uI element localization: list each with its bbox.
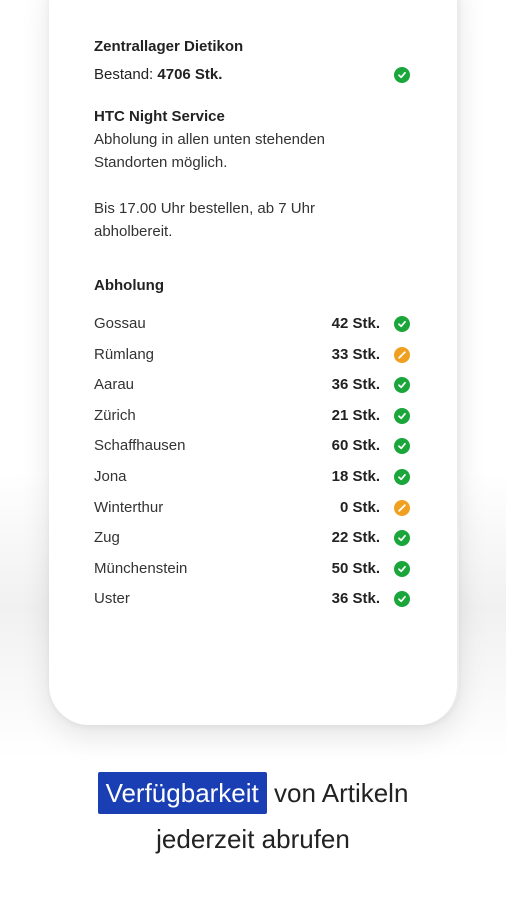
pickup-location-name: Rümlang xyxy=(94,345,155,363)
central-stock-title: Zentrallager Dietikon xyxy=(94,38,244,55)
pickup-location-name: Gossau xyxy=(94,315,146,332)
check-icon xyxy=(394,560,410,577)
pickup-location-count: 42 Stk. xyxy=(331,315,380,332)
pickup-location-name: Zug xyxy=(94,529,120,547)
pickup-location-count: 21 Stk. xyxy=(331,406,380,424)
promo-caption: Verfügbarkeit von Artikeln jederzeit abr… xyxy=(0,770,506,858)
caption-line-2: jederzeit abrufen xyxy=(156,824,350,854)
caption-line-1-rest: von Artikeln xyxy=(274,778,409,808)
pickup-location-count: 60 Stk. xyxy=(331,437,380,455)
check-icon xyxy=(394,67,410,83)
pickup-location-count: 22 Stk. xyxy=(331,529,380,547)
pickup-location-count: 33 Stk. xyxy=(331,345,380,363)
check-icon xyxy=(394,468,410,485)
check-icon xyxy=(394,316,410,332)
central-stock-line: Bestand: 4706 Stk. xyxy=(94,64,414,86)
check-icon xyxy=(394,377,410,394)
pickup-location-name: Winterthur xyxy=(94,498,164,516)
pickup-location-count: 50 Stk. xyxy=(331,559,380,577)
pickup-location-name: Jona xyxy=(94,467,127,485)
pickup-list: Gossau 42 Stk. Rümlang 33 Stk. Aarau 36 Stk. Z… xyxy=(94,313,414,619)
pickup-row: Zürich 21 Stk. xyxy=(94,405,414,436)
check-icon xyxy=(394,407,410,424)
check-icon xyxy=(394,591,410,608)
caption-line-1: Verfügbarkeit von Artikeln xyxy=(0,770,506,816)
caption-highlight: Verfügbarkeit xyxy=(97,772,267,814)
pickup-row: Gossau 42 Stk. xyxy=(94,313,414,344)
pickup-row: Jona 18 Stk. xyxy=(94,466,414,497)
pickup-location-count: 0 Stk. xyxy=(339,498,380,516)
warning-icon xyxy=(394,499,410,516)
night-service-text: Abholung in allen unten stehenden Stando… xyxy=(94,131,326,171)
pickup-location-name: Schaffhausen xyxy=(94,437,186,455)
central-stock-label: Bestand: xyxy=(94,66,154,83)
pickup-row: Rümlang 33 Stk. xyxy=(94,344,414,375)
pickup-row: Winterthur 0 Stk. xyxy=(94,497,414,528)
availability-card: Zentrallager Dietikon Bestand: 4706 Stk.… xyxy=(94,36,414,619)
pickup-row: Zug 22 Stk. xyxy=(94,527,414,558)
central-stock-quantity: 4706 Stk. xyxy=(157,66,223,83)
check-icon xyxy=(394,438,410,455)
night-service-hours: Bis 17.00 Uhr bestellen, ab 7 Uhr abholb… xyxy=(94,200,315,240)
pickup-row: Aarau 36 Stk. xyxy=(94,374,414,405)
pickup-title: Abholung xyxy=(94,277,164,294)
check-icon xyxy=(394,530,410,547)
phone-frame xyxy=(49,0,459,725)
pickup-location-count: 18 Stk. xyxy=(331,467,380,485)
pickup-row: Münchenstein 50 Stk. xyxy=(94,558,414,589)
pickup-location-name: Zürich xyxy=(94,406,136,424)
pickup-location-count: 36 Stk. xyxy=(331,376,380,394)
warning-icon xyxy=(394,346,410,363)
pickup-location-count: 36 Stk. xyxy=(331,590,380,608)
pickup-row: Schaffhausen 60 Stk. xyxy=(94,435,414,466)
night-service-title: HTC Night Service xyxy=(94,108,225,125)
pickup-location-name: Münchenstein xyxy=(94,559,188,577)
pickup-location-name: Aarau xyxy=(94,376,135,394)
pickup-location-name: Uster xyxy=(94,590,130,608)
pickup-row: Uster 36 Stk. xyxy=(94,588,414,619)
